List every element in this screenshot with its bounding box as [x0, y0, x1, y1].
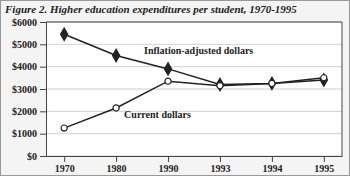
- x-tick-label: 1994: [262, 163, 282, 174]
- x-tick-mark: [168, 156, 169, 162]
- y-tick: $2000: [12, 106, 46, 117]
- plot-area: [46, 22, 342, 156]
- y-tick-label: $0: [27, 151, 37, 162]
- marker: [320, 74, 327, 86]
- y-tick: $3000: [12, 84, 46, 95]
- y-tick-label: $3000: [12, 84, 37, 95]
- x-tick-mark: [220, 156, 221, 162]
- y-tick-mark: [40, 44, 46, 45]
- series-label: Inflation-adjusted dollars: [144, 45, 253, 56]
- marker: [217, 83, 223, 89]
- x-axis: 1970 1980 1990 1993 1994 1995: [47, 156, 343, 174]
- grid-line: [46, 133, 342, 134]
- grid-line: [46, 156, 342, 157]
- x-tick-mark: [64, 156, 65, 162]
- marker: [164, 63, 171, 75]
- x-tick-mark: [116, 156, 117, 162]
- y-axis: $0 $1000 $2000 $3000 $4000 $5000 $6000: [12, 17, 47, 162]
- marker: [61, 125, 67, 131]
- x-tick-label: 1970: [55, 163, 75, 174]
- plot: $0 $1000 $2000 $3000 $4000 $5000 $6000 1970 1980…: [12, 17, 343, 174]
- y-tick-mark: [40, 67, 46, 68]
- grid-line: [46, 111, 342, 112]
- x-tick-mark: [272, 156, 273, 162]
- marker: [113, 105, 119, 111]
- y-tick: $0: [27, 151, 46, 162]
- y-tick-mark: [40, 22, 46, 23]
- x-tick: 1995: [314, 156, 334, 174]
- x-tick-label: 1993: [210, 163, 230, 174]
- y-tick-label: $4000: [12, 61, 37, 72]
- y-tick: $6000: [12, 17, 46, 28]
- plot-frame: [46, 22, 342, 156]
- y-tick: $4000: [12, 61, 46, 72]
- x-tick: 1994: [262, 156, 282, 174]
- marker: [321, 75, 327, 81]
- chart: Figure 2. Higher education expenditures …: [0, 0, 350, 176]
- marker: [269, 80, 275, 86]
- x-tick-label: 1990: [159, 163, 179, 174]
- y-tick-mark: [40, 111, 46, 112]
- marker: [216, 78, 223, 90]
- y-tick-label: $2000: [12, 106, 37, 117]
- y-tick: $5000: [12, 39, 46, 50]
- series-line: [64, 34, 324, 84]
- x-tick: 1980: [107, 156, 127, 174]
- x-tick: 1970: [55, 156, 75, 174]
- grid-line: [46, 89, 342, 90]
- marker: [165, 78, 171, 84]
- x-tick: 1993: [210, 156, 230, 174]
- marker: [113, 49, 120, 61]
- grid-line: [46, 66, 342, 67]
- series-label: Current dollars: [124, 109, 191, 120]
- series-line: [64, 78, 324, 128]
- y-tick-mark: [40, 89, 46, 90]
- y-tick-label: $1000: [12, 128, 37, 139]
- x-axis-line: [47, 156, 343, 157]
- y-tick-label: $5000: [12, 39, 37, 50]
- y-tick-label: $6000: [12, 17, 37, 28]
- y-tick: $1000: [12, 128, 46, 139]
- background: [1, 1, 350, 176]
- marker: [61, 28, 68, 40]
- x-tick-label: 1995: [314, 163, 334, 174]
- marks: [61, 28, 328, 131]
- y-tick-mark: [40, 134, 46, 135]
- title: Figure 2. Higher education expenditures …: [4, 3, 297, 15]
- y-axis-line: [46, 23, 47, 157]
- x-tick: 1990: [159, 156, 179, 174]
- y-tick-mark: [40, 156, 46, 157]
- marker: [268, 77, 275, 89]
- x-tick-label: 1980: [107, 163, 127, 174]
- x-tick-mark: [324, 156, 325, 162]
